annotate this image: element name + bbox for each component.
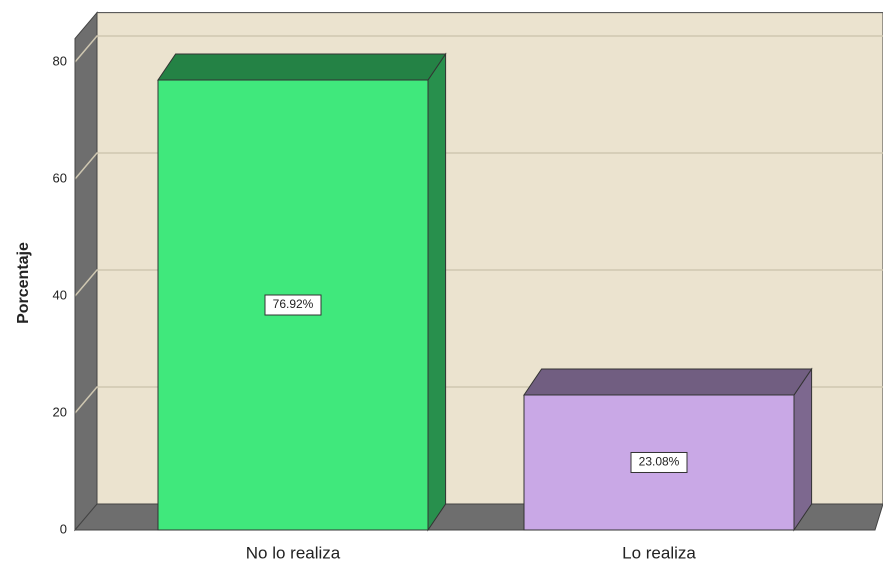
x-tick-label: Lo realiza xyxy=(622,543,696,562)
y-tick-label: 0 xyxy=(60,521,67,536)
bar-side xyxy=(793,367,813,532)
grid-line xyxy=(74,269,883,297)
value-label-box xyxy=(264,294,322,316)
y-tick-label: 20 xyxy=(53,404,67,419)
value-label: 76.92% xyxy=(273,297,314,311)
bar-side xyxy=(427,52,447,532)
y-tick-label: 60 xyxy=(53,170,67,185)
bar-top xyxy=(523,368,813,396)
x-tick-label: No lo realiza xyxy=(246,543,341,562)
grid-line xyxy=(74,35,883,63)
value-label-box xyxy=(630,451,688,473)
value-label: 23.08% xyxy=(639,455,680,469)
y-tick-label: 40 xyxy=(53,287,67,302)
grid-line xyxy=(74,152,883,180)
y-tick-label: 80 xyxy=(53,53,67,68)
bar-top xyxy=(157,53,447,81)
y-axis-label: Porcentaje xyxy=(15,242,32,324)
side-wall xyxy=(74,11,98,532)
